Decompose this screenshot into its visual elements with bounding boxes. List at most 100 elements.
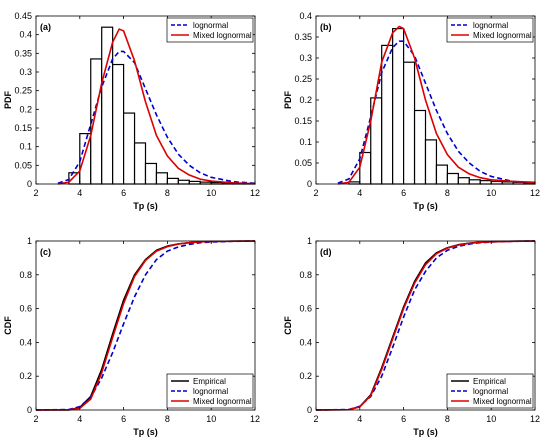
histogram-bar — [457, 177, 470, 185]
y-tick-label: 0.1 — [19, 142, 32, 152]
y-tick-label: 0.6 — [299, 304, 312, 314]
y-tick-label: 0.15 — [294, 116, 312, 126]
y-tick-label: 0.4 — [19, 30, 32, 40]
legend-entry: lognormal — [473, 387, 508, 396]
legend-box — [446, 17, 534, 43]
histogram-bar — [446, 172, 459, 185]
chart-panel-c: 2 4 6 8 10 12 0 0.2 0.4 0.6 0.8 1 Tp (s) CDF (c) Empiri… — [3, 236, 260, 437]
legend-entry: Mixed lognormal — [473, 397, 532, 406]
x-tick-label: 10 — [206, 188, 216, 198]
histogram-bar — [166, 177, 179, 185]
x-tick-label: 8 — [165, 188, 170, 198]
y-tick-label: 0.4 — [299, 337, 312, 347]
y-tick-label: 0.15 — [14, 123, 32, 133]
x-axis-label: Tp (s) — [133, 201, 158, 211]
axes-frame — [315, 240, 536, 411]
legend-box — [166, 373, 254, 409]
series-line-mixed-lognormal — [35, 240, 256, 411]
x-tick-label: 8 — [165, 414, 170, 424]
x-tick-label: 4 — [77, 414, 82, 424]
histogram-bar — [435, 164, 449, 185]
x-tick-label: 12 — [250, 188, 260, 198]
y-tick-label: 0.35 — [14, 48, 32, 58]
x-axis-label: Tp (s) — [413, 427, 438, 437]
y-tick-label: 0.2 — [299, 371, 312, 381]
histogram-bar — [122, 112, 136, 185]
x-tick-label: 2 — [33, 414, 38, 424]
y-tick-label: 0.45 — [14, 11, 32, 21]
x-tick-label: 6 — [401, 414, 406, 424]
chart-panel-a: 2 4 6 8 10 12 0 0.05 0.1 0.15 0.2 0.25 0.3 0.35 0.4 0.4… — [3, 11, 260, 211]
chart-panel-d: 2 4 6 8 10 12 0 0.2 0.4 0.6 0.8 1 Tp (s) CDF (d) Empiri… — [283, 236, 540, 437]
series-line-lognormal — [35, 240, 256, 411]
chart-panel-b: 2 4 6 8 10 12 0 0.05 0.1 0.15 0.2 0.25 0.3 0.35 0.4 Tp … — [283, 11, 540, 211]
series-line-lognormal — [57, 50, 256, 185]
histogram-bar — [177, 179, 190, 185]
x-tick-label: 12 — [530, 188, 540, 198]
legend-box — [446, 373, 534, 409]
x-tick-label: 12 — [530, 414, 540, 424]
histogram-bar — [479, 180, 492, 185]
histogram-bars — [348, 28, 536, 185]
legend-entry: Empirical — [473, 377, 506, 386]
panel-label: (d) — [320, 247, 332, 257]
y-tick-label: 0.4 — [299, 11, 312, 21]
histogram-bar — [133, 142, 147, 185]
y-axis-label: CDF — [3, 316, 13, 335]
legend-entry: Mixed lognormal — [193, 31, 252, 40]
x-tick-label: 2 — [313, 188, 318, 198]
y-tick-label: 0.2 — [19, 371, 32, 381]
y-tick-label: 1 — [307, 236, 312, 246]
y-tick-label: 0.2 — [299, 95, 312, 105]
panel-label: (c) — [40, 247, 51, 257]
histogram-bar — [112, 63, 125, 185]
legend-entry: lognormal — [193, 21, 228, 30]
y-tick-label: 0 — [307, 405, 312, 415]
panel-label: (a) — [40, 22, 51, 32]
legend-entry: lognormal — [473, 21, 508, 30]
x-tick-label: 4 — [357, 188, 362, 198]
y-tick-label: 0.8 — [299, 270, 312, 280]
y-tick-label: 0.3 — [19, 67, 32, 77]
legend-box — [166, 17, 254, 43]
y-tick-label: 0.35 — [294, 32, 312, 42]
legend-entry: Mixed lognormal — [193, 397, 252, 406]
legend-entry: lognormal — [193, 387, 228, 396]
y-tick-label: 0.2 — [19, 104, 32, 114]
y-tick-label: 0 — [27, 405, 32, 415]
x-tick-label: 2 — [313, 414, 318, 424]
y-tick-label: 0.25 — [14, 86, 32, 96]
x-tick-label: 8 — [445, 188, 450, 198]
y-tick-label: 0.25 — [294, 74, 312, 84]
panel-label: (b) — [320, 22, 332, 32]
y-tick-label: 0.05 — [294, 158, 312, 168]
histogram-bar — [403, 61, 416, 185]
histogram-bar — [155, 172, 168, 185]
x-tick-label: 6 — [401, 188, 406, 198]
y-tick-label: 0.6 — [19, 304, 32, 314]
x-tick-label: 10 — [486, 414, 496, 424]
legend-entry: Mixed lognormal — [473, 31, 532, 40]
y-tick-label: 0.8 — [19, 270, 32, 280]
x-tick-label: 2 — [33, 188, 38, 198]
histogram-bar — [144, 162, 158, 185]
x-tick-label: 6 — [121, 414, 126, 424]
histogram-bar — [413, 109, 427, 185]
y-axis-label: CDF — [283, 316, 293, 335]
x-tick-label: 4 — [357, 414, 362, 424]
histogram-bar — [392, 28, 405, 185]
y-axis-label: PDF — [283, 90, 293, 109]
x-axis-label: Tp (s) — [133, 427, 158, 437]
x-tick-label: 4 — [77, 188, 82, 198]
series-line-mixed-lognormal — [57, 28, 256, 185]
series-line-mixed-lognormal — [337, 25, 536, 185]
axes-frame — [35, 15, 256, 185]
y-tick-label: 1 — [27, 236, 32, 246]
x-tick-label: 6 — [121, 188, 126, 198]
y-tick-label: 0.3 — [299, 53, 312, 63]
y-tick-label: 0 — [307, 179, 312, 189]
